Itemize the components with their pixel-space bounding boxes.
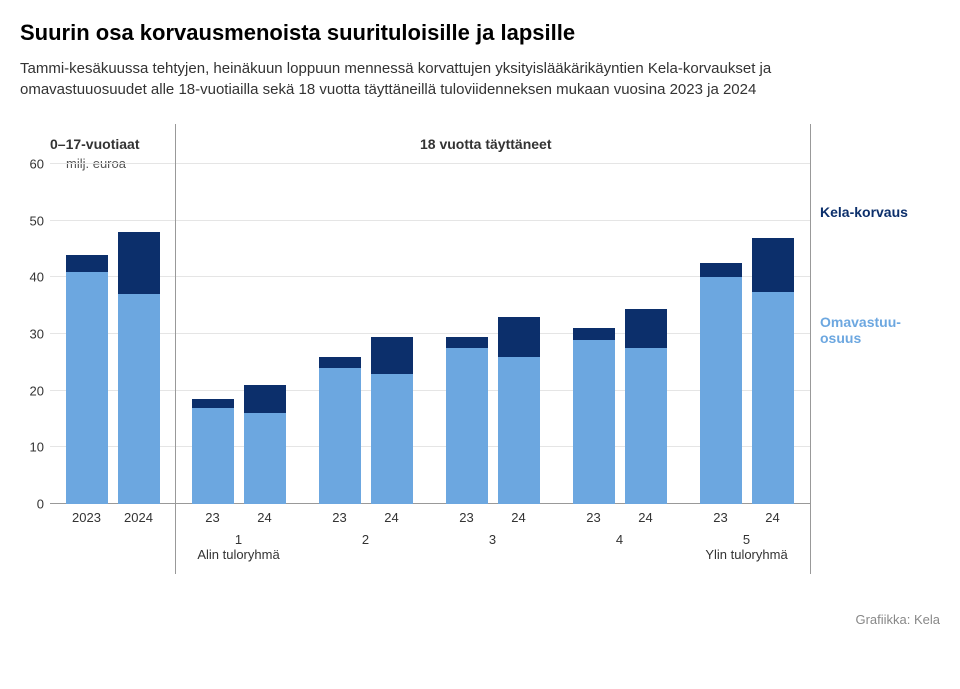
- x-tick-label: 2024: [124, 504, 153, 525]
- group-label: 2: [362, 504, 369, 547]
- bar-segment-kela: [446, 337, 488, 348]
- bar-group: 20232024: [50, 164, 175, 504]
- bar-segment-omavastuu: [192, 408, 234, 504]
- y-tick: 50: [30, 213, 50, 228]
- chart-subtitle: Tammi-kesäkuussa tehtyjen, heinäkuun lop…: [20, 58, 900, 100]
- bar-segment-kela: [118, 232, 160, 294]
- legend-omavastuu: Omavastuu- osuus: [820, 314, 901, 346]
- section-divider: [175, 124, 176, 574]
- bar-segment-kela: [66, 255, 108, 272]
- bar: 23: [446, 337, 488, 504]
- bar-segment-kela: [700, 263, 742, 277]
- bar: 2024: [118, 232, 160, 504]
- bars-row: 2023202423241Alin tuloryhmä2324223243232…: [50, 164, 810, 504]
- bar-segment-omavastuu: [625, 348, 667, 504]
- x-tick-label: 24: [384, 504, 398, 525]
- bar-group: 23242: [302, 164, 429, 504]
- bar-segment-kela: [244, 385, 286, 413]
- bar: 24: [752, 238, 794, 504]
- bar: 24: [371, 337, 413, 504]
- chart: 0–17-vuotiaat 18 vuotta täyttäneet milj.…: [20, 124, 940, 604]
- y-tick: 0: [37, 497, 50, 512]
- x-tick-label: 2023: [72, 504, 101, 525]
- bar-segment-kela: [625, 309, 667, 349]
- bar-segment-omavastuu: [446, 348, 488, 504]
- bar-group: 23245Ylin tuloryhmä: [683, 164, 810, 504]
- y-tick: 10: [30, 440, 50, 455]
- bar-segment-omavastuu: [752, 292, 794, 505]
- group-label: 3: [489, 504, 496, 547]
- chart-credit: Grafiikka: Kela: [20, 612, 940, 627]
- section-divider: [810, 124, 811, 574]
- bar: 2023: [66, 255, 108, 504]
- bar-segment-kela: [573, 328, 615, 339]
- section-title-1: 18 vuotta täyttäneet: [420, 136, 551, 152]
- bar-group: 23243: [429, 164, 556, 504]
- bar: 23: [700, 263, 742, 504]
- x-tick-label: 24: [638, 504, 652, 525]
- bar-group: 23241Alin tuloryhmä: [175, 164, 302, 504]
- bar-segment-kela: [319, 357, 361, 368]
- y-tick: 60: [30, 157, 50, 172]
- bar: 23: [192, 399, 234, 504]
- bar-segment-kela: [192, 399, 234, 408]
- bar-segment-omavastuu: [319, 368, 361, 504]
- section-title-0: 0–17-vuotiaat: [50, 136, 139, 152]
- bar: 23: [319, 357, 361, 504]
- x-tick-label: 23: [586, 504, 600, 525]
- legend-kela: Kela-korvaus: [820, 204, 908, 220]
- bar-segment-kela: [371, 337, 413, 374]
- bar: 24: [625, 309, 667, 504]
- bar-segment-omavastuu: [498, 357, 540, 504]
- y-tick: 30: [30, 327, 50, 342]
- bar: 24: [498, 317, 540, 504]
- bar-segment-omavastuu: [700, 277, 742, 504]
- x-tick-label: 23: [332, 504, 346, 525]
- bar: 24: [244, 385, 286, 504]
- y-tick: 40: [30, 270, 50, 285]
- chart-plot-area: 01020304050602023202423241Alin tuloryhmä…: [50, 164, 810, 504]
- bar-segment-omavastuu: [118, 294, 160, 504]
- group-label: 1Alin tuloryhmä: [197, 504, 279, 562]
- bar-segment-omavastuu: [66, 272, 108, 504]
- x-tick-label: 23: [459, 504, 473, 525]
- x-tick-label: 24: [511, 504, 525, 525]
- y-tick: 20: [30, 383, 50, 398]
- group-label: 4: [616, 504, 623, 547]
- bar: 23: [573, 328, 615, 504]
- group-label: 5Ylin tuloryhmä: [705, 504, 787, 562]
- bar-segment-omavastuu: [371, 374, 413, 504]
- bar-segment-omavastuu: [573, 340, 615, 504]
- bar-segment-kela: [752, 238, 794, 292]
- bar-group: 23244: [556, 164, 683, 504]
- bar-segment-kela: [498, 317, 540, 357]
- bar-segment-omavastuu: [244, 413, 286, 504]
- chart-title: Suurin osa korvausmenoista suurituloisil…: [20, 20, 940, 46]
